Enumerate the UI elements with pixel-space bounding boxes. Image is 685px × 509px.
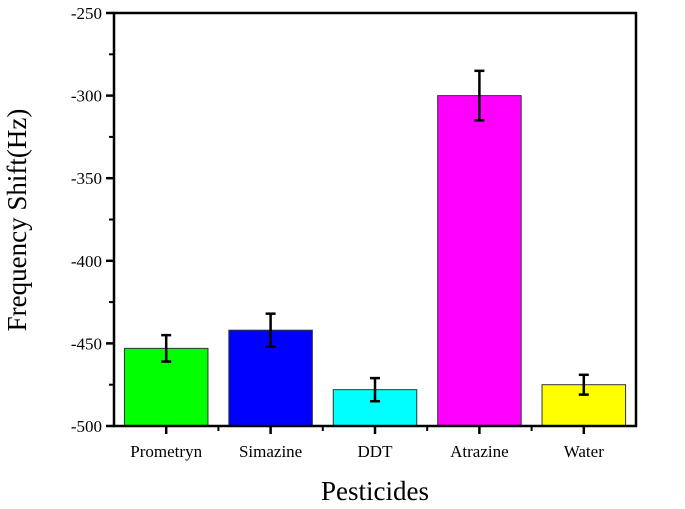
x-tick-label: Atrazine bbox=[450, 442, 509, 461]
y-tick-label: -300 bbox=[71, 87, 102, 106]
x-axis-label: Pesticides bbox=[321, 476, 429, 506]
bar-atrazine bbox=[437, 95, 522, 427]
error-bar-prometryn bbox=[161, 333, 172, 363]
error-bar-water bbox=[578, 373, 589, 396]
x-tick-label: Water bbox=[564, 442, 604, 461]
x-tick-label: Simazine bbox=[239, 442, 302, 461]
y-tick-label: -250 bbox=[71, 4, 102, 23]
y-tick-label: -350 bbox=[71, 169, 102, 188]
error-bar-ddt bbox=[370, 376, 380, 403]
y-axis-label: Frequency Shift(Hz) bbox=[2, 109, 32, 332]
y-tick-label: -400 bbox=[71, 252, 102, 271]
error-bar-atrazine bbox=[474, 69, 485, 122]
x-tick-label: DDT bbox=[358, 442, 394, 461]
y-tick-label: -500 bbox=[71, 417, 102, 436]
y-tick-label: -450 bbox=[71, 334, 102, 353]
error-bar-simazine bbox=[265, 312, 276, 348]
x-tick-label: Prometryn bbox=[130, 442, 202, 461]
